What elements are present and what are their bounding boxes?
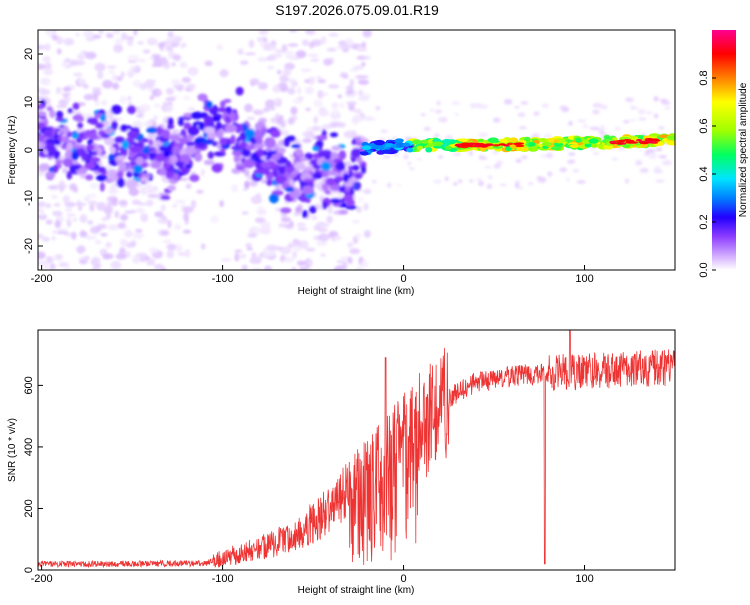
colorbar-gradient [712,30,736,270]
x-tick-label: -100 [212,273,234,285]
colorbar-tick-label: 0.0 [698,262,710,277]
y-tick-label: 0 [23,147,35,153]
x-tick-label: 100 [575,273,593,285]
snr-y-label: SNR (10 * v/v) [7,418,18,482]
y-tick-label: 400 [23,438,35,456]
x-tick-label: -200 [31,573,53,585]
x-tick-label: 0 [400,573,406,585]
y-tick-label: 20 [23,48,35,60]
snr-panel: -200 -100 0 100 0 200 400 600 Height of straig… [7,329,676,596]
snr-series-line [38,330,675,569]
colorbar-tick-label: 0.4 [698,166,710,181]
colorbar-ticks: 0.0 0.2 0.4 0.6 0.8 [698,70,716,278]
y-tick-label: -10 [23,190,35,206]
x-tick-label: -100 [212,573,234,585]
y-tick-label: -20 [23,238,35,254]
colorbar: 0.0 0.2 0.4 0.6 0.8 Normalized spectral ampl… [698,30,749,278]
spectrogram-x-label: Height of straight line (km) [298,286,415,297]
x-tick-label: 100 [575,573,593,585]
colorbar-label: Normalized spectral amplitude [738,82,749,217]
y-tick-label: 10 [23,96,35,108]
spectrogram-y-ticks: -20 -10 0 10 20 [23,48,43,254]
spectrogram-y-label: Frequency (Hz) [7,116,18,185]
snr-x-ticks: -200 -100 0 100 [31,565,594,585]
spectrogram-heatmap [38,30,675,270]
y-tick-label: 200 [23,499,35,517]
colorbar-tick-label: 0.2 [698,214,710,229]
snr-x-label: Height of straight line (km) [298,585,415,596]
x-tick-label: 0 [400,273,406,285]
spectrogram-x-ticks: -200 -100 0 100 [31,265,594,285]
x-tick-label: -200 [31,273,53,285]
figure-title: S197.2026.075.09.01.R19 [275,2,439,18]
y-tick-label: 600 [23,376,35,394]
y-tick-label: 0 [23,567,35,573]
snr-frame [37,329,676,571]
snr-y-ticks: 0 200 400 600 [23,376,43,573]
colorbar-tick-label: 0.6 [698,118,710,133]
colorbar-tick-label: 0.8 [698,70,710,85]
